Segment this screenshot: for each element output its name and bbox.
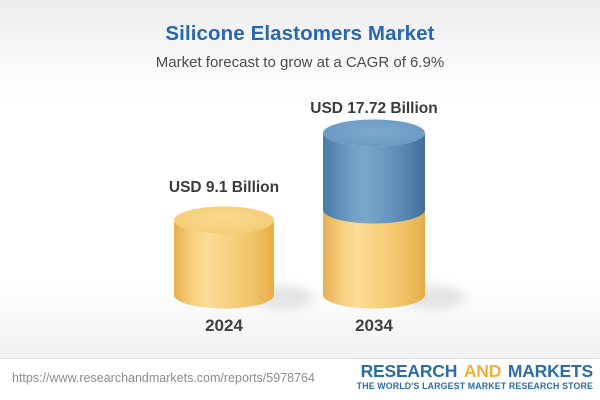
axis-label-2024: 2024 [205,316,243,335]
cylinder-bar-chart [174,119,466,309]
logo-word-and: AND [463,361,502,381]
axis-label-2034: 2034 [355,316,393,335]
logo-word-research: RESEARCH [360,361,458,381]
bar-value-label-2024: USD 9.1 Billion [168,179,280,196]
logo-wordmark: RESEARCH AND MARKETS [357,361,594,381]
bar-value-label-2034: USD 17.72 Billion [310,100,438,117]
bar-2034-growth-segment [323,119,425,224]
report-url: https://www.researchandmarkets.com/repor… [12,371,315,385]
page-title: Silicone Elastomers Market [165,22,435,45]
page-subtitle: Market forecast to grow at a CAGR of 6.9… [155,54,445,71]
logo-tagline: THE WORLD'S LARGEST MARKET RESEARCH STOR… [356,381,593,391]
chart-stage: Silicone Elastomers Market Market foreca… [0,0,600,358]
logo-word-markets: MARKETS [507,361,593,381]
bar-2024 [174,206,274,309]
footer: https://www.researchandmarkets.com/repor… [0,358,600,400]
research-and-markets-logo: RESEARCH AND MARKETS THE WORLD'S LARGEST… [356,361,594,392]
